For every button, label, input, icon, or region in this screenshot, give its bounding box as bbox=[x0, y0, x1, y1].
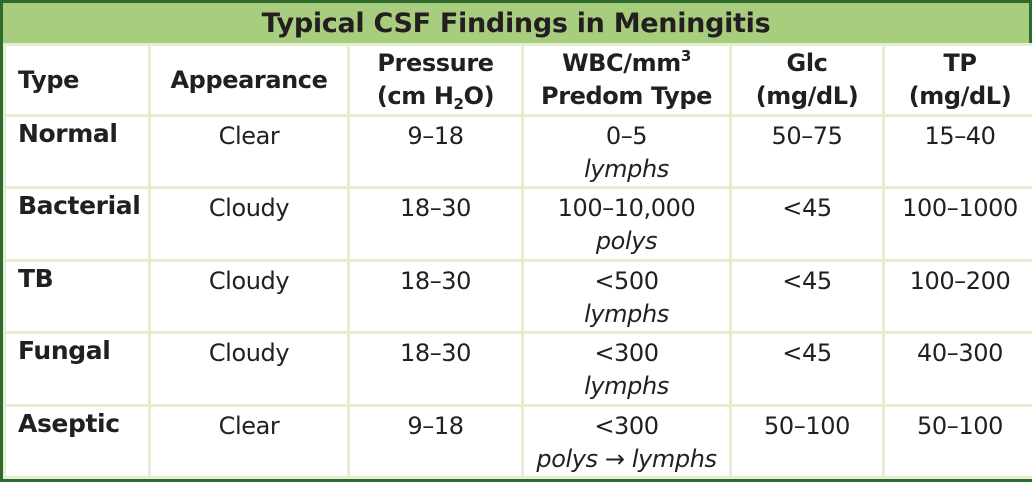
cell-wbc-value: 0–5 bbox=[605, 122, 648, 150]
table-row: Aseptic Clear 9–18 <300 polys → lymphs 50… bbox=[6, 406, 1032, 476]
cell-tp: 50–100 bbox=[885, 406, 1032, 476]
header-glc: Glc (mg/dL) bbox=[732, 46, 882, 114]
cell-predom-type: lymphs bbox=[584, 299, 669, 328]
cell-wbc: 100–10,000 polys bbox=[524, 189, 729, 259]
cell-glc: <45 bbox=[732, 334, 882, 404]
cell-tp-value: 40–300 bbox=[917, 339, 1003, 368]
cell-pressure-value: 9–18 bbox=[407, 411, 464, 440]
cell-appearance-value: Clear bbox=[218, 122, 280, 150]
cell-appearance-value: Cloudy bbox=[208, 339, 290, 368]
header-type: Type bbox=[6, 46, 148, 114]
cell-appearance-value: Clear bbox=[218, 411, 280, 440]
cell-pressure-value: 9–18 bbox=[407, 122, 464, 150]
cell-tp-value: 15–40 bbox=[924, 122, 996, 150]
table-row: Bacterial Cloudy 18–30 100–10,000 polys <… bbox=[6, 189, 1032, 259]
cell-tp: 100–1000 bbox=[885, 189, 1032, 259]
cell-wbc: 0–5 lymphs bbox=[524, 117, 729, 187]
cell-appearance: Clear bbox=[151, 117, 347, 187]
cell-wbc-value: <300 bbox=[594, 339, 659, 368]
cell-type: Normal bbox=[6, 117, 148, 187]
header-wbc-line1: WBC/mm bbox=[562, 49, 681, 77]
cell-glc-value: 50–100 bbox=[764, 411, 850, 440]
cell-wbc: <500 lymphs bbox=[524, 261, 729, 332]
cell-predom-type: lymphs bbox=[584, 372, 669, 401]
cell-appearance-value: Cloudy bbox=[208, 194, 290, 223]
cell-pressure: 18–30 bbox=[350, 334, 521, 404]
header-pressure-unit-sub: 2 bbox=[453, 95, 464, 113]
cell-appearance: Cloudy bbox=[151, 334, 347, 404]
table-row: Fungal Cloudy 18–30 <300 lymphs <45 40–30… bbox=[6, 334, 1032, 404]
cell-pressure: 18–30 bbox=[350, 261, 521, 332]
header-row: Type Appearance Pressure (cm H2O) WBC/mm… bbox=[6, 46, 1032, 114]
header-wbc-line2: Predom Type bbox=[541, 82, 712, 110]
cell-type: Bacterial bbox=[6, 189, 148, 259]
cell-predom-type: lymphs bbox=[584, 155, 669, 183]
cell-tp: 100–200 bbox=[885, 261, 1032, 332]
cell-wbc-value: <300 bbox=[594, 411, 659, 440]
cell-glc-value: <45 bbox=[782, 194, 832, 223]
header-pressure-unit-post: O) bbox=[463, 82, 495, 110]
cell-glc: <45 bbox=[732, 189, 882, 259]
cell-appearance: Cloudy bbox=[151, 261, 347, 332]
header-pressure-unit-pre: (cm H bbox=[376, 82, 454, 110]
cell-glc: 50–100 bbox=[732, 406, 882, 476]
header-glc-line2: (mg/dL) bbox=[755, 82, 859, 110]
cell-tp-value: 100–200 bbox=[909, 266, 1011, 295]
header-pressure-line1: Pressure bbox=[377, 49, 494, 77]
cell-tp: 15–40 bbox=[885, 117, 1032, 187]
cell-glc-value: <45 bbox=[782, 339, 832, 368]
cell-pressure-value: 18–30 bbox=[399, 339, 472, 368]
cell-predom-type: polys bbox=[595, 227, 658, 256]
cell-pressure: 9–18 bbox=[350, 117, 521, 187]
cell-pressure-value: 18–30 bbox=[399, 266, 472, 295]
cell-type: TB bbox=[6, 261, 148, 332]
cell-wbc: <300 lymphs bbox=[524, 334, 729, 404]
cell-glc-value: 50–75 bbox=[771, 122, 843, 150]
header-tp-line2: (mg/dL) bbox=[908, 82, 1012, 110]
cell-glc: 50–75 bbox=[732, 117, 882, 187]
cell-appearance-value: Cloudy bbox=[208, 266, 290, 295]
header-tp: TP (mg/dL) bbox=[885, 46, 1032, 114]
cell-appearance: Cloudy bbox=[151, 189, 347, 259]
header-pressure: Pressure (cm H2O) bbox=[350, 46, 521, 114]
cell-predom-type: polys → lymphs bbox=[536, 444, 717, 473]
header-wbc: WBC/mm3 Predom Type bbox=[524, 46, 729, 114]
table-row: Normal Clear 9–18 0–5 lymphs 50–75 15–40 bbox=[6, 117, 1032, 187]
cell-pressure: 18–30 bbox=[350, 189, 521, 259]
header-tp-line1: TP bbox=[943, 49, 977, 77]
cell-glc: <45 bbox=[732, 261, 882, 332]
cell-wbc: <300 polys → lymphs bbox=[524, 406, 729, 476]
csf-findings-table: Type Appearance Pressure (cm H2O) WBC/mm… bbox=[3, 43, 1032, 479]
header-wbc-sup: 3 bbox=[680, 47, 691, 65]
table-title: Typical CSF Findings in Meningitis bbox=[3, 3, 1029, 43]
cell-type: Aseptic bbox=[6, 406, 148, 476]
cell-pressure-value: 18–30 bbox=[399, 194, 472, 223]
cell-tp-value: 100–1000 bbox=[902, 194, 1018, 223]
header-appearance: Appearance bbox=[151, 46, 347, 114]
cell-appearance: Clear bbox=[151, 406, 347, 476]
cell-tp: 40–300 bbox=[885, 334, 1032, 404]
cell-wbc-value: 100–10,000 bbox=[557, 194, 696, 223]
header-glc-line1: Glc bbox=[786, 49, 828, 77]
cell-glc-value: <45 bbox=[782, 266, 832, 295]
table-row: TB Cloudy 18–30 <500 lymphs <45 100–200 bbox=[6, 261, 1032, 332]
cell-wbc-value: <500 bbox=[594, 266, 659, 295]
cell-pressure: 9–18 bbox=[350, 406, 521, 476]
cell-type: Fungal bbox=[6, 334, 148, 404]
cell-tp-value: 50–100 bbox=[917, 411, 1003, 440]
